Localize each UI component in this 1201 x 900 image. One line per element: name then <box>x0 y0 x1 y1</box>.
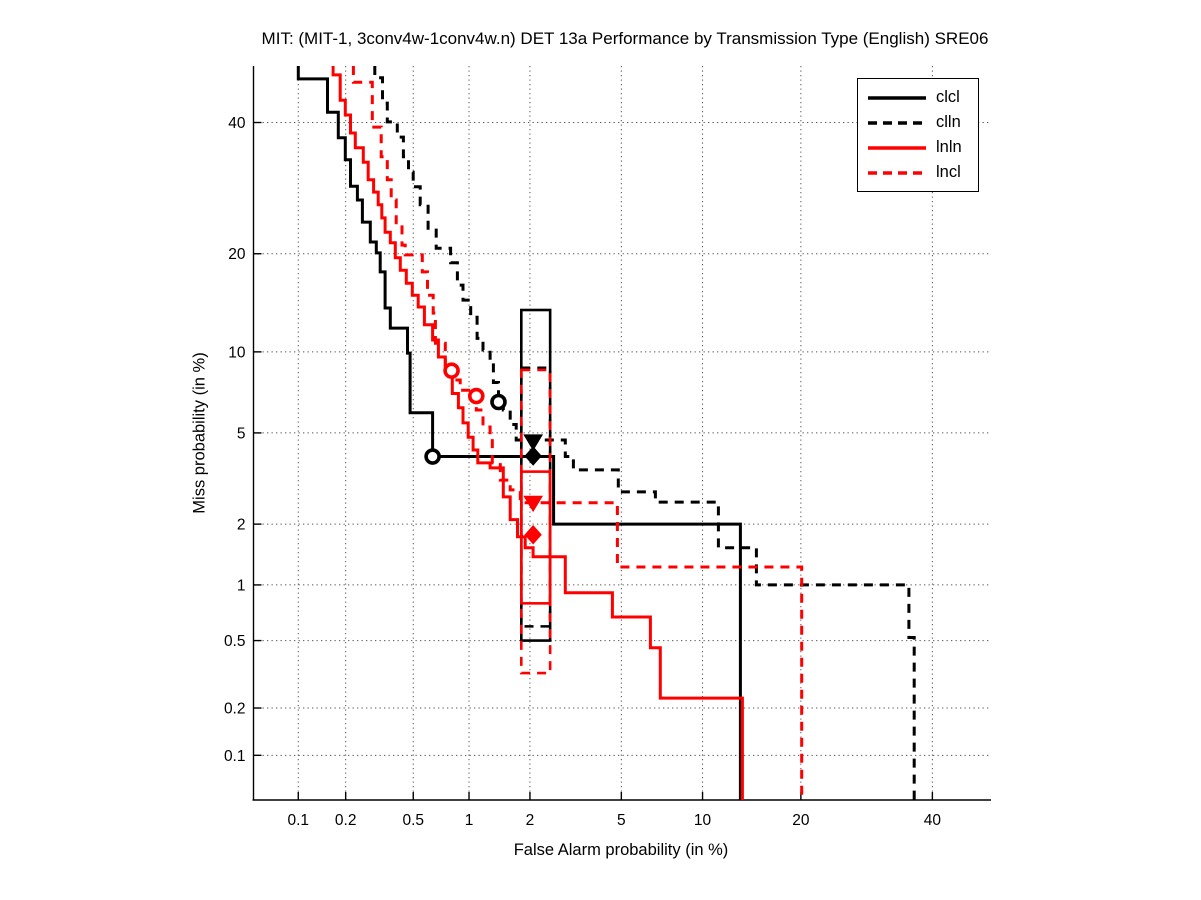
legend-label-lnln: lnln <box>936 138 962 157</box>
min-dcf-marker-clln <box>490 393 507 411</box>
x-axis-label: False Alarm probability (in %) <box>513 841 729 859</box>
confidence-box-clcl <box>519 308 552 642</box>
chart-title: MIT: (MIT-1, 3conv4w-1conv4w.n) DET 13a … <box>261 29 989 48</box>
y-tick-label: 2 <box>237 517 246 534</box>
legend-entry-clln: clln <box>867 114 970 131</box>
actual-dcf-marker-clln <box>523 434 544 451</box>
legend-line-sample-clcl <box>868 95 926 100</box>
x-tick-label: 20 <box>792 812 810 829</box>
legend-entry-lncl: lncl <box>867 164 970 181</box>
legend-line-sample-lnln <box>868 145 926 150</box>
legend-line-sample-lncl <box>868 170 926 175</box>
legend-line-sample-clln <box>868 120 926 125</box>
y-tick-label: 0.1 <box>224 748 246 765</box>
actual-dcf-marker-lncl <box>523 495 544 513</box>
y-tick-label: 40 <box>228 115 246 132</box>
min-dcf-marker-clcl <box>424 448 441 465</box>
y-axis-label: Miss probability (in %) <box>190 352 209 514</box>
x-tick-label: 2 <box>526 812 535 829</box>
x-tick-label: 10 <box>694 812 712 829</box>
legend-entry-lnln: lnln <box>867 139 970 156</box>
x-tick-label: 0.2 <box>335 812 357 829</box>
x-tick-label: 5 <box>617 812 626 829</box>
legend-box: clcl clln lnln lncl <box>857 78 979 192</box>
legend-label-lncl: lncl <box>936 163 961 182</box>
x-tick-label: 1 <box>465 812 474 829</box>
legend-label-clcl: clcl <box>936 88 960 107</box>
x-tick-label: 40 <box>924 812 942 829</box>
x-tick-label: 0.5 <box>402 812 424 829</box>
actual-dcf-marker-clcl <box>524 446 542 466</box>
y-tick-label: 0.2 <box>224 701 246 718</box>
y-tick-label: 10 <box>228 344 246 361</box>
y-tick-label: 0.5 <box>224 633 246 650</box>
min-dcf-marker-lnln <box>443 362 460 379</box>
actual-dcf-marker-lnln <box>524 525 542 545</box>
det-curve-lncl <box>351 66 804 800</box>
confidence-box-lncl <box>519 368 552 675</box>
det-curve-clcl <box>296 66 742 800</box>
min-dcf-marker-lncl <box>467 387 485 405</box>
legend-label-clln: clln <box>936 113 961 132</box>
legend-entry-clcl: clcl <box>867 89 970 106</box>
y-tick-label: 5 <box>237 425 246 442</box>
y-tick-label: 20 <box>228 246 246 263</box>
x-tick-label: 0.1 <box>287 812 309 829</box>
y-tick-label: 1 <box>237 577 246 594</box>
det-curve-clln <box>373 66 916 800</box>
